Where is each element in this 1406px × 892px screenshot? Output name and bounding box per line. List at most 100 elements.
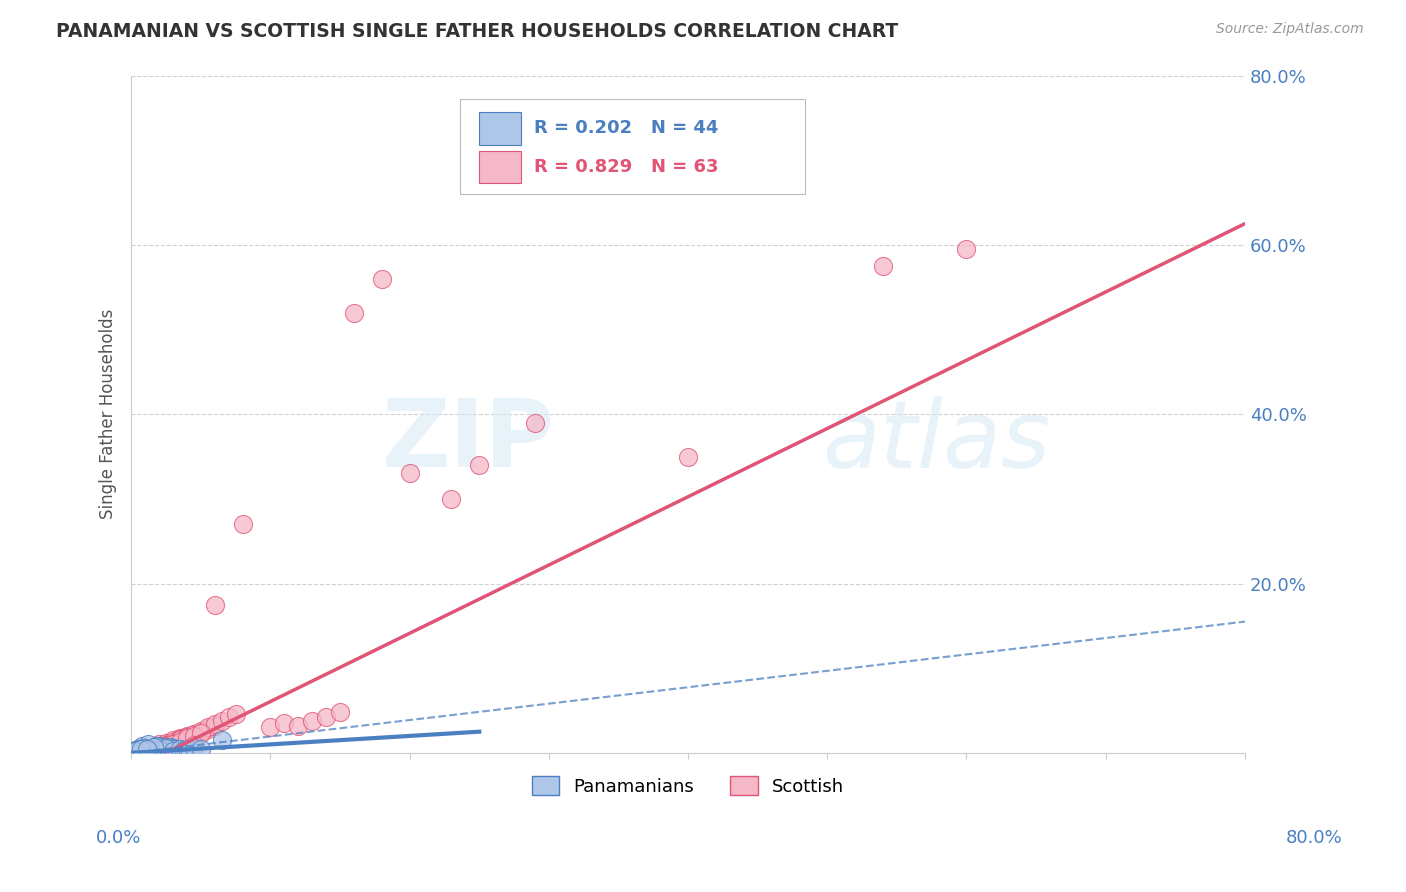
Point [183, 740, 205, 755]
Text: R = 0.202   N = 44: R = 0.202 N = 44 [534, 120, 718, 137]
Point [135, 741, 157, 756]
Point [169, 731, 191, 745]
Point [124, 744, 146, 758]
Point [176, 729, 198, 743]
Point [176, 731, 198, 745]
Point [150, 741, 173, 756]
Point [141, 740, 163, 755]
Point [128, 742, 150, 756]
Point [955, 242, 977, 256]
Point [190, 725, 212, 739]
Point [162, 735, 184, 749]
Point [148, 741, 170, 756]
Point [127, 741, 149, 756]
Point [134, 741, 156, 756]
Point [155, 740, 177, 755]
Point [440, 491, 463, 506]
Point [211, 733, 233, 747]
Point [676, 450, 699, 464]
Point [129, 742, 152, 756]
Point [232, 517, 254, 532]
Point [169, 733, 191, 747]
Point [190, 724, 212, 739]
Point [148, 739, 170, 753]
Point [148, 742, 170, 756]
Point [136, 742, 159, 756]
Point [183, 727, 205, 741]
Point [315, 710, 337, 724]
Point [155, 738, 177, 752]
Point [183, 728, 205, 742]
Text: atlas: atlas [821, 396, 1050, 487]
Text: Source: ZipAtlas.com: Source: ZipAtlas.com [1216, 22, 1364, 37]
Point [127, 744, 149, 758]
Point [190, 723, 212, 738]
Point [179, 744, 201, 758]
Point [204, 717, 226, 731]
Point [273, 716, 295, 731]
Point [145, 740, 167, 755]
Point [148, 743, 170, 757]
Point [176, 742, 198, 756]
Point [523, 416, 546, 430]
Point [162, 733, 184, 747]
Point [155, 743, 177, 757]
Bar [478, 151, 522, 183]
Point [148, 738, 170, 752]
Point [162, 742, 184, 756]
Point [190, 741, 212, 756]
Point [159, 739, 181, 754]
Point [183, 738, 205, 752]
Point [176, 730, 198, 744]
Point [141, 742, 163, 756]
Point [134, 743, 156, 757]
Text: PANAMANIAN VS SCOTTISH SINGLE FATHER HOUSEHOLDS CORRELATION CHART: PANAMANIAN VS SCOTTISH SINGLE FATHER HOU… [56, 22, 898, 41]
Y-axis label: Single Father Households: Single Father Households [100, 309, 117, 519]
Point [183, 727, 205, 741]
Point [218, 710, 240, 724]
Point [872, 259, 894, 273]
Point [155, 740, 177, 755]
Point [134, 742, 156, 756]
Text: 80.0%: 80.0% [1286, 829, 1343, 847]
Point [155, 738, 177, 752]
Point [211, 714, 233, 728]
Point [131, 743, 153, 757]
Point [141, 744, 163, 758]
Point [173, 743, 195, 757]
Point [142, 739, 165, 754]
Point [162, 744, 184, 758]
Text: ZIP: ZIP [381, 395, 554, 487]
Point [165, 743, 187, 757]
Point [371, 271, 394, 285]
Point [343, 305, 366, 319]
Text: R = 0.829   N = 63: R = 0.829 N = 63 [534, 158, 718, 176]
Point [141, 741, 163, 756]
Point [141, 743, 163, 757]
Point [287, 719, 309, 733]
Point [145, 739, 167, 753]
Point [134, 744, 156, 758]
Point [329, 705, 352, 719]
Point [204, 719, 226, 733]
Legend: Panamanians, Scottish: Panamanians, Scottish [523, 767, 853, 805]
Bar [478, 112, 522, 145]
Text: 0.0%: 0.0% [96, 829, 141, 847]
Point [176, 731, 198, 746]
Point [124, 743, 146, 757]
Point [197, 721, 219, 735]
Point [169, 735, 191, 749]
Point [183, 729, 205, 743]
Point [155, 739, 177, 753]
Point [259, 721, 281, 735]
Point [145, 743, 167, 757]
Point [169, 732, 191, 747]
Point [468, 458, 491, 472]
Point [169, 734, 191, 748]
Point [134, 743, 156, 757]
Point [132, 740, 155, 755]
Point [225, 706, 247, 721]
Point [176, 732, 198, 747]
FancyBboxPatch shape [460, 99, 806, 194]
Point [162, 737, 184, 751]
